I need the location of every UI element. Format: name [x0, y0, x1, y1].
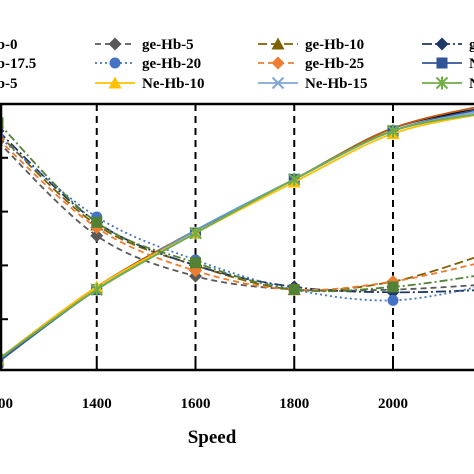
legend-label-2: ge-Hb-10: [305, 37, 364, 53]
series-line-8: [0, 111, 474, 360]
series-hb-5: [0, 111, 474, 360]
data-point-11-4: [386, 124, 400, 138]
legend-label-1: ge-Hb-5: [142, 37, 194, 53]
legend-marker-7: [436, 57, 448, 69]
series-line-10: [0, 111, 474, 360]
series-layer: [0, 106, 474, 368]
series-line-11: [0, 113, 474, 360]
series-ge-hb-30: [0, 117, 474, 296]
data-point-12-3: [288, 284, 300, 296]
legend-label-0: Hb-0: [0, 37, 18, 53]
legend-item-10: Ne-Hb-15: [258, 76, 368, 92]
x-tick-label-3: 1800: [279, 396, 309, 412]
legend-marker-5: [109, 57, 121, 69]
legend-marker-2: [271, 37, 285, 50]
legend-label-6: ge-Hb-25: [305, 56, 364, 72]
legend-label-10: Ne-Hb-15: [305, 76, 368, 92]
legend-label-7: Ne-Hb-0: [469, 56, 474, 72]
axes: [0, 102, 474, 372]
series-ne-hb-20: [0, 113, 474, 366]
x-tick-label-1: 1400: [82, 396, 112, 412]
legend-item-11: Ne-Hb-20: [422, 76, 474, 92]
legend-label-9: Ne-Hb-10: [142, 76, 205, 92]
legend-label-3: ge-Hb-15: [469, 37, 474, 53]
data-point-12-1: [91, 216, 103, 228]
series-ne-hb-0: [0, 109, 474, 368]
legend-item-8: Hb-5: [0, 76, 18, 92]
legend-marker-3: [435, 37, 449, 51]
legend-marker-1: [108, 37, 122, 51]
series-line-12: [0, 123, 474, 293]
legend-marker-9: [108, 76, 122, 89]
x-tick-label-0: 1200: [0, 396, 13, 412]
data-point-12-2: [190, 257, 201, 269]
legend-item-2: ge-Hb-10: [258, 37, 364, 53]
legend-item-0: Hb-0: [0, 37, 18, 53]
legend-label-4: Hb-17.5: [0, 56, 36, 72]
data-point-11-3: [288, 172, 301, 186]
series-ge-hb-5: [0, 137, 474, 297]
data-point-5-4: [387, 294, 399, 306]
x-ticks: 120014001600180020002200: [0, 363, 408, 412]
series-hb-17-5: [0, 106, 474, 360]
legend-label-5: ge-Hb-20: [142, 56, 201, 72]
data-point-1-1: [90, 229, 104, 243]
legend-item-3: ge-Hb-15: [422, 37, 474, 53]
series-hb-0: [0, 108, 474, 360]
gridlines: [95, 104, 394, 370]
series-line-6: [0, 139, 474, 291]
series-ne-hb-10: [0, 114, 474, 366]
legend-label-8: Hb-5: [0, 76, 18, 92]
legend-item-4: Hb-17.5: [0, 56, 36, 72]
data-point-11-2: [189, 226, 202, 240]
series-ne-hb-15: [0, 111, 474, 366]
legend-item-5: ge-Hb-20: [95, 56, 201, 72]
legend-marker-10: [271, 76, 285, 90]
data-point-11-1: [90, 283, 103, 297]
legend-item-9: Ne-Hb-10: [95, 76, 205, 92]
series-line-4: [0, 106, 474, 360]
series-line-2: [0, 134, 474, 292]
series-line-7: [0, 109, 474, 362]
series-line-0: [0, 108, 474, 360]
x-tick-label-4: 2000: [378, 396, 408, 412]
legend-item-6: ge-Hb-25: [258, 56, 364, 72]
legend-label-11: Ne-Hb-20: [469, 76, 474, 92]
legend-item-1: ge-Hb-5: [95, 37, 194, 53]
data-point-12-4: [387, 281, 399, 293]
x-axis-label: Speed: [188, 427, 237, 448]
legend-marker-11: [435, 76, 449, 90]
series-line-9: [0, 114, 474, 360]
legend-marker-6: [271, 56, 285, 70]
x-tick-label-2: 1600: [181, 396, 211, 412]
series-line-1: [0, 142, 474, 292]
legend: Hb-0 ge-Hb-5 ge-Hb-10 ge-Hb-15 Hb-17.5 ge-Hb-…: [0, 37, 474, 92]
legend-item-7: Ne-Hb-0: [422, 56, 474, 72]
